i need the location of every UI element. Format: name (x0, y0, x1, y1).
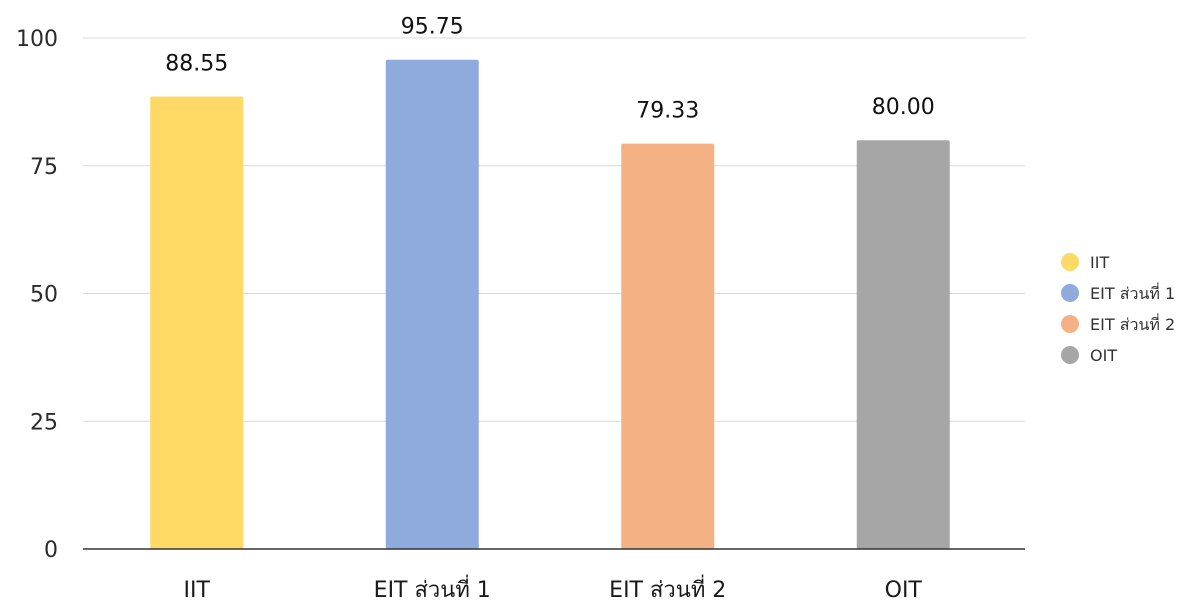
data-labels: 88.55 95.75 79.33 80.00 (165, 15, 934, 124)
bar (385, 59, 479, 549)
x-tick-label: EIT ส่วนที่ 1 (374, 574, 491, 600)
bars (150, 59, 950, 550)
x-tick-label: IIT (184, 578, 211, 600)
legend-label: IIT (1090, 253, 1109, 272)
legend-marker (1061, 315, 1079, 333)
y-tick-label: 75 (30, 155, 58, 180)
x-tick-label: OIT (885, 578, 923, 600)
legend-label: EIT ส่วนที่ 2 (1090, 313, 1175, 334)
legend-marker (1061, 284, 1079, 302)
bar (150, 96, 244, 550)
y-tick-label: 25 (30, 410, 58, 435)
x-axis-categories: IIT EIT ส่วนที่ 1 EIT ส่วนที่ 2 OIT (184, 574, 923, 600)
data-label: 79.33 (636, 99, 699, 124)
data-label: 95.75 (401, 15, 464, 40)
y-tick-label: 100 (16, 27, 58, 52)
legend-marker (1061, 253, 1079, 271)
bar (856, 140, 950, 549)
legend-label: EIT ส่วนที่ 1 (1090, 282, 1175, 303)
y-axis-ticks: 0 25 50 75 100 (16, 27, 58, 563)
legend-marker (1061, 346, 1079, 364)
y-tick-label: 50 (30, 283, 58, 308)
x-tick-label: EIT ส่วนที่ 2 (609, 574, 726, 600)
data-label: 88.55 (165, 52, 228, 77)
bar (621, 143, 715, 549)
y-tick-label: 0 (44, 538, 58, 563)
legend: IIT EIT ส่วนที่ 1 EIT ส่วนที่ 2 OIT (1061, 253, 1175, 365)
data-label: 80.00 (872, 95, 935, 120)
legend-label: OIT (1090, 346, 1117, 365)
